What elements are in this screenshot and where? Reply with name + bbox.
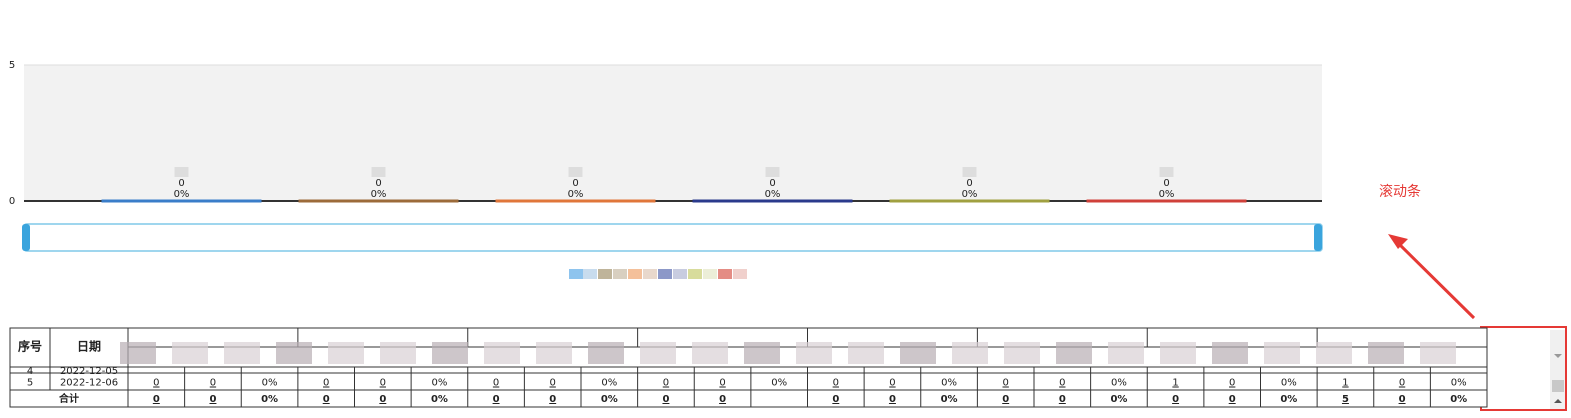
bar [1086, 199, 1247, 203]
slider-handle[interactable] [1314, 224, 1322, 251]
total-cell: 0 [1059, 394, 1066, 405]
value-label: 0 [178, 178, 184, 189]
total-cell: 0% [1280, 394, 1297, 405]
total-cell: 0 [323, 394, 330, 405]
table-cell: 0 [550, 378, 556, 389]
blurred-label [568, 167, 583, 177]
percent-label: 0% [568, 189, 584, 200]
zoom-slider[interactable] [23, 223, 1323, 252]
table-cell: 0% [262, 378, 278, 389]
value-label: 0 [572, 178, 578, 189]
table-cell: 0% [1111, 378, 1127, 389]
table-cell: 1 [1342, 378, 1348, 389]
blurred-label [962, 167, 977, 177]
total-cell: 0% [1110, 394, 1127, 405]
y-tick-label: 0 [9, 196, 15, 207]
total-cell: 0 [1002, 394, 1009, 405]
table-cell: 0% [1281, 378, 1297, 389]
total-cell: 0 [1172, 394, 1179, 405]
bar [495, 199, 656, 203]
slider-handle[interactable] [22, 224, 30, 251]
table-cell: 0 [1003, 378, 1009, 389]
total-cell: 0 [549, 394, 556, 405]
value-label: 0 [769, 178, 775, 189]
total-cell: 0 [1399, 394, 1406, 405]
table-cell: 0 [323, 378, 329, 389]
total-cell: 0% [601, 394, 618, 405]
total-cell: 0 [719, 394, 726, 405]
total-cell: 0 [662, 394, 669, 405]
table-cell: 1 [1172, 378, 1178, 389]
total-cell: 0% [1450, 394, 1467, 405]
percent-label: 0% [765, 189, 781, 200]
table-cell: 0 [1399, 378, 1405, 389]
total-cell: 0 [493, 394, 500, 405]
total-cell: 0 [889, 394, 896, 405]
table-cell: 2022-12-06 [60, 378, 118, 389]
scroll-arrow[interactable] [1554, 354, 1562, 358]
table-cell: 0 [833, 378, 839, 389]
plot-area [24, 65, 1322, 201]
percent-label: 0% [962, 189, 978, 200]
header-cell: 序号 [18, 339, 42, 354]
legend [569, 269, 747, 279]
bar [101, 199, 262, 203]
blurred-label [765, 167, 780, 177]
table-cell: 0 [889, 378, 895, 389]
percent-label: 0% [1159, 189, 1175, 200]
blurred-label [371, 167, 386, 177]
annotation: 滚动条 [1379, 183, 1421, 200]
table-cell: 0 [1059, 378, 1065, 389]
total-cell: 0 [209, 394, 216, 405]
blurred-header [120, 342, 1456, 364]
table-cell: 4 [27, 366, 33, 377]
percent-label: 0% [174, 189, 190, 200]
total-label: 合计 [58, 392, 79, 405]
table-cell: 0 [380, 378, 386, 389]
total-cell: 0 [832, 394, 839, 405]
total-cell: 0% [431, 394, 448, 405]
value-label: 0 [375, 178, 381, 189]
value-label: 0 [966, 178, 972, 189]
scroll-thumb[interactable] [1552, 380, 1564, 392]
value-label: 0 [1163, 178, 1169, 189]
table-cell: 2022-12-05 [60, 366, 118, 377]
bar [692, 199, 853, 203]
table-cell: 0 [493, 378, 499, 389]
total-cell: 0 [379, 394, 386, 405]
scrollbar[interactable] [1550, 330, 1566, 410]
table-cell: 0 [1229, 378, 1235, 389]
table-cell: 5 [27, 378, 33, 389]
y-tick-label: 5 [9, 60, 15, 71]
table-cell: 0% [941, 378, 957, 389]
table-cell: 0% [601, 378, 617, 389]
arrow-head [1388, 234, 1408, 249]
table-cell: 0 [210, 378, 216, 389]
total-cell: 5 [1342, 394, 1349, 405]
table-cell: 0 [663, 378, 669, 389]
total-cell: 0% [941, 394, 958, 405]
header-cell: 日期 [77, 339, 101, 354]
blurred-label [174, 167, 189, 177]
table-cell: 0 [153, 378, 159, 389]
arrow [1396, 241, 1476, 320]
table-cell: 0% [1451, 378, 1467, 389]
table-cell: 0% [432, 378, 448, 389]
table-cell: 0% [771, 378, 787, 389]
blurred-label [1159, 167, 1174, 177]
total-cell: 0% [261, 394, 278, 405]
table-cell: 0 [719, 378, 725, 389]
percent-label: 0% [371, 189, 387, 200]
bar [298, 199, 459, 203]
total-cell: 0 [153, 394, 160, 405]
bar [889, 199, 1050, 203]
scroll-arrow[interactable] [1554, 399, 1562, 403]
total-cell: 0 [1229, 394, 1236, 405]
